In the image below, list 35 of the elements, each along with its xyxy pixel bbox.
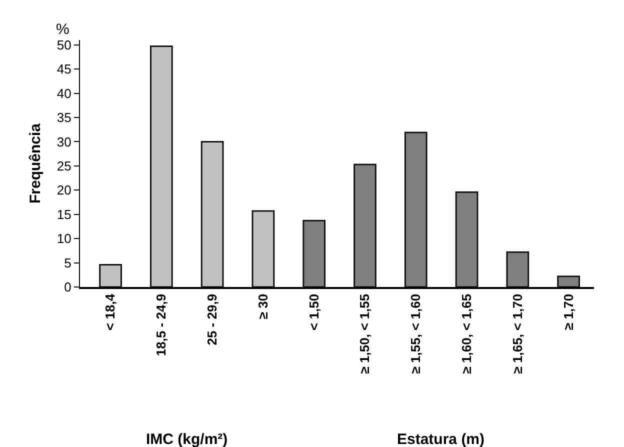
bar <box>150 46 173 287</box>
x-tick-label: ≥ 1,70 <box>560 294 576 330</box>
y-tick-label: 25 <box>56 158 72 174</box>
bar <box>302 220 326 287</box>
y-axis-title: Frequência <box>27 122 44 204</box>
x-tick-label: ≥ 1,65, < 1,70 <box>510 294 525 374</box>
y-tick-label: 5 <box>64 255 72 270</box>
y-tick-label: 15 <box>56 206 72 222</box>
bar <box>455 191 478 287</box>
x-tick-label: ≥ 30 <box>255 294 270 320</box>
text: IMC (kg/m²) <box>146 431 228 447</box>
x-tick-label: < 1,50 <box>306 294 322 330</box>
y-tick-label: 40 <box>56 86 72 101</box>
x-tick-label: ≥ 1,50, < 1,55 <box>357 294 372 374</box>
y-tick-label: 30 <box>56 134 72 150</box>
bar <box>252 210 275 287</box>
bar <box>506 251 530 287</box>
bar <box>404 132 428 287</box>
x-tick-label: < 18,4 <box>102 293 118 330</box>
x-tick-label: ≥ 1,55, < 1,60 <box>408 294 424 374</box>
x-tick-label: 25 - 29,9 <box>204 294 220 346</box>
y-tick-label: 45 <box>56 62 72 77</box>
bar <box>354 164 376 287</box>
text: % <box>56 21 70 38</box>
y-tick-label: 10 <box>56 231 72 246</box>
y-tick-label: 20 <box>56 182 72 198</box>
y-tick-label: 35 <box>56 110 72 126</box>
bar <box>557 276 580 287</box>
bar <box>200 140 224 287</box>
y-tick-label: 0 <box>64 280 72 295</box>
text: Estatura (m) <box>397 431 485 447</box>
bar <box>99 264 122 287</box>
x-tick-label: 18,5 - 24,9 <box>154 294 169 356</box>
x-tick-label: ≥ 1,60, < 1,65 <box>458 294 474 374</box>
y-tick-label: 50 <box>56 37 72 52</box>
